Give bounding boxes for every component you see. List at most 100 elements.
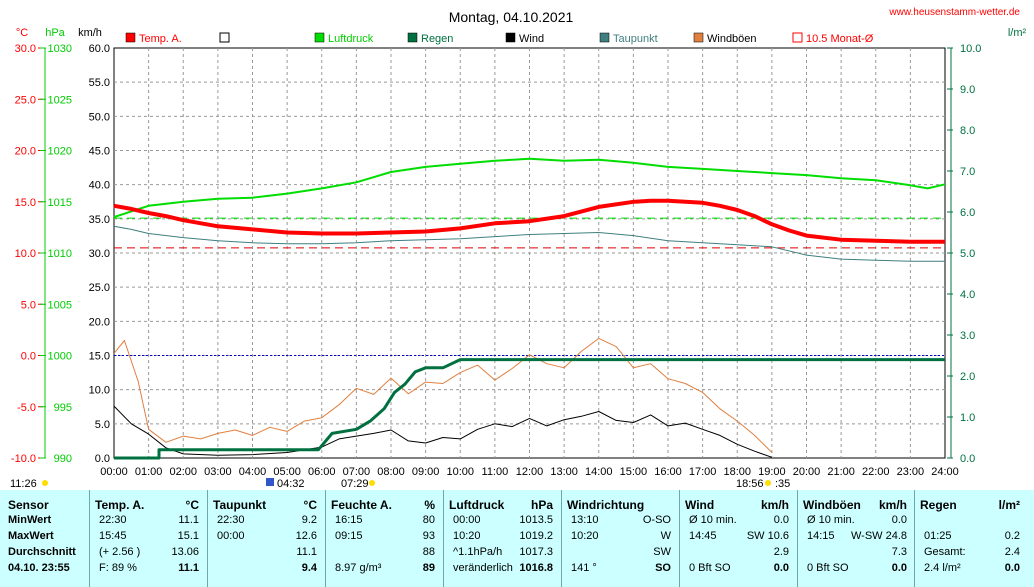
table-row-label: Durchschnitt	[8, 546, 76, 558]
pressure-tick-label: 995	[54, 402, 72, 414]
table-header: Feuchte A.	[331, 498, 392, 512]
x-tick-label: 07:00	[343, 466, 371, 478]
table-header-unit: %	[424, 498, 435, 512]
table-divider	[561, 490, 562, 587]
table-divider	[797, 490, 798, 587]
table-cell-value: 93	[422, 530, 435, 542]
wind-tick-label: 40.0	[89, 180, 110, 192]
table-cell-value: 0.0	[773, 514, 789, 526]
table-cell-value: 1017.3	[519, 546, 553, 558]
chart-title: Montag, 04.10.2021	[449, 9, 574, 25]
table-cell-value: 15.1	[177, 530, 199, 542]
temp-tick-label: 25.0	[15, 94, 36, 106]
table-cell-time: 2.4 l/m²	[924, 562, 961, 574]
table-cell-time: 8.97 g/m³	[335, 562, 382, 574]
table-cell-value: 89	[422, 562, 435, 574]
table-header-unit: km/h	[760, 498, 789, 512]
table-cell-value: O-SO	[642, 514, 671, 526]
table-cell-value: 88	[422, 546, 435, 558]
sun-markers: 11:26 04:32 07:29 18:56 :35	[10, 478, 790, 490]
legend-swatch	[125, 32, 136, 43]
table-row-label: MaxWert	[8, 530, 54, 542]
pressure-tick-label: 1000	[48, 351, 72, 363]
pressure-tick-label: 1010	[48, 248, 72, 260]
x-tick-label: 12:00	[516, 466, 544, 478]
x-tick-label: 09:00	[412, 466, 440, 478]
pressure-unit-label: hPa	[45, 27, 65, 39]
table-divider	[914, 490, 915, 587]
table-cell-value: W	[660, 530, 671, 542]
x-tick-label: 05:00	[273, 466, 301, 478]
legend-label: Taupunkt	[613, 33, 658, 45]
table-header: Windböen	[803, 498, 861, 512]
table-cell-value: 1016.8	[519, 562, 553, 574]
legend-label: Temp. A.	[139, 33, 182, 45]
temp-tick-label: 30.0	[15, 43, 36, 55]
table-cell-time: veränderlich	[453, 562, 513, 574]
table-cell-value: 0.0	[1004, 562, 1020, 574]
table-row-label: MinWert	[8, 514, 52, 526]
legend-label: Regen	[421, 33, 453, 45]
table-cell-value: 9.4	[301, 562, 317, 574]
sunrise-time-label: 04:32	[277, 478, 305, 490]
table-cell-time: 01:25	[924, 530, 952, 542]
statistics-table: Sensor Temp. A. °C Taupunkt °C Feuchte A.% Luf…	[0, 490, 1034, 587]
x-tick-label: 13:00	[550, 466, 578, 478]
rain-tick-label: 3.0	[960, 330, 975, 342]
legend-swatch	[505, 32, 516, 43]
x-tick-label: 14:00	[585, 466, 613, 478]
rain-tick-label: 1.0	[960, 412, 975, 424]
x-tick-label: 00:00	[100, 466, 128, 478]
table-cell-time: 10:20	[571, 530, 599, 542]
sunset-time-label: 18:56	[736, 478, 764, 490]
rain-tick-label: 7.0	[960, 166, 975, 178]
series-taupunkt	[113, 225, 945, 262]
wind-tick-label: 50.0	[89, 111, 110, 123]
table-cell-time: 09:15	[335, 530, 363, 542]
table-cell-value: SO	[655, 562, 671, 574]
table-cell-time: Ø 10 min.	[807, 514, 855, 526]
table-cell-time: Ø 10 min.	[689, 514, 737, 526]
table-cell-value: 2.4	[1004, 546, 1020, 558]
legend-swatch	[693, 32, 704, 43]
temp-tick-label: -5.0	[17, 402, 36, 414]
sunrise2-time-label: 07:29	[341, 478, 369, 490]
table-cell-time: 00:00	[453, 514, 481, 526]
wind-tick-label: 60.0	[89, 43, 110, 55]
wind-tick-label: 15.0	[89, 351, 110, 363]
legend-swatch	[407, 32, 418, 43]
temp-tick-label: 20.0	[15, 146, 36, 158]
x-tick-label: 11:00	[482, 466, 509, 478]
table-divider	[89, 490, 90, 587]
series-wind	[113, 405, 773, 458]
x-tick-label: 08:00	[377, 466, 405, 478]
rain-unit-label: l/m²	[1008, 27, 1027, 39]
site-url[interactable]: www.heusenstamm-wetter.de	[888, 7, 1020, 18]
table-cell-value: 0.0	[891, 562, 907, 574]
x-tick-label: 16:00	[654, 466, 682, 478]
temp-tick-label: 0.0	[21, 351, 36, 363]
sun-icon-2	[369, 480, 375, 486]
x-tick-label: 19:00	[758, 466, 786, 478]
table-cell-time: 0 Bft SO	[807, 562, 849, 574]
table-cell-value: W-SW 24.8	[850, 530, 907, 542]
wind-tick-label: 20.0	[89, 316, 110, 328]
rain-tick-label: 5.0	[960, 248, 975, 260]
table-cell-value: 11.1	[296, 546, 317, 558]
x-tick-label: 24:00	[931, 466, 959, 478]
table-row-label: 04.10. 23:55	[8, 562, 70, 574]
wind-tick-label: 30.0	[89, 248, 110, 260]
table-cell-value: 1013.5	[519, 514, 553, 526]
chart-legend: Temp. A. Luftdruck Regen Wind Taupunkt Windbö…	[125, 32, 874, 45]
table-cell-value: 9.2	[301, 514, 317, 526]
sunset-minute-label: :35	[775, 478, 790, 490]
x-tick-label: 10:00	[446, 466, 474, 478]
table-cell-value: 2.9	[773, 546, 789, 558]
temp-unit-label: °C	[16, 27, 28, 39]
legend-swatch	[599, 32, 610, 43]
table-header-unit: km/h	[878, 498, 907, 512]
x-tick-label: 06:00	[308, 466, 336, 478]
table-cell-value: 0.0	[773, 562, 789, 574]
temp-tick-label: 10.0	[15, 248, 36, 260]
wind-tick-label: 35.0	[89, 214, 110, 226]
